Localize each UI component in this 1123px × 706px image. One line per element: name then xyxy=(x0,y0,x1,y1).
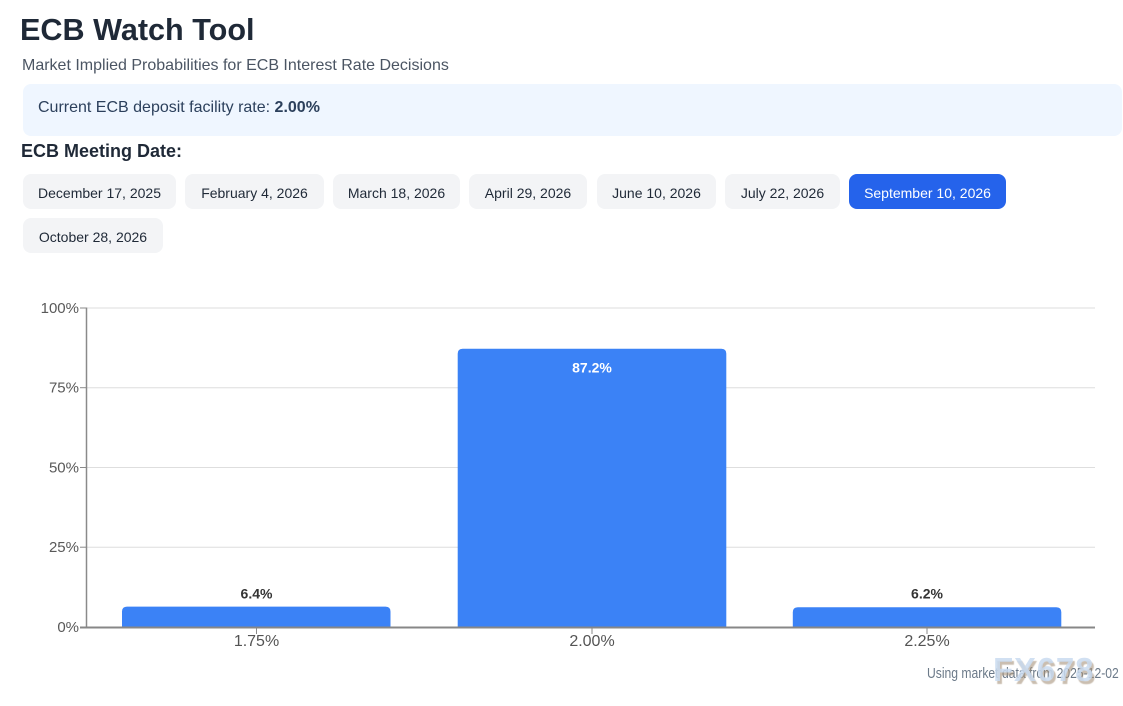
svg-text:25%: 25% xyxy=(49,539,79,556)
svg-text:1.75%: 1.75% xyxy=(234,633,279,650)
svg-text:87.2%: 87.2% xyxy=(572,360,612,376)
svg-text:6.4%: 6.4% xyxy=(241,586,273,602)
svg-text:100%: 100% xyxy=(41,300,79,317)
svg-text:50%: 50% xyxy=(49,460,79,477)
svg-text:2.00%: 2.00% xyxy=(569,633,614,650)
svg-text:0%: 0% xyxy=(57,619,79,636)
svg-text:6.2%: 6.2% xyxy=(911,586,943,602)
svg-text:2.25%: 2.25% xyxy=(904,633,949,650)
svg-text:75%: 75% xyxy=(49,380,79,397)
